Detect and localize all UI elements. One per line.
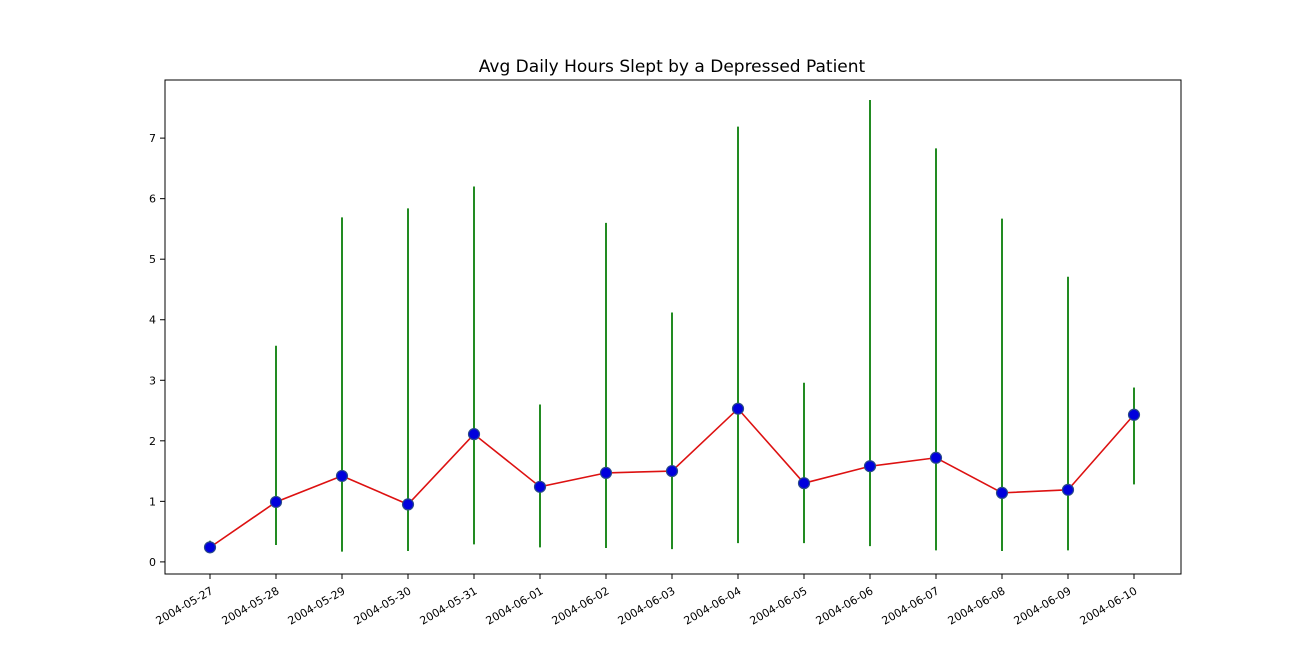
x-tick-label: 2004-06-02 xyxy=(550,584,612,627)
data-point-2004-05-30 xyxy=(401,498,415,511)
x-tick-label: 2004-05-28 xyxy=(220,584,282,627)
x-tick-label: 2004-06-05 xyxy=(748,584,810,627)
y-tick-label: 5 xyxy=(149,253,156,266)
y-tick-label: 4 xyxy=(149,314,156,327)
y-tick-label: 7 xyxy=(149,132,156,145)
data-point-2004-06-03 xyxy=(665,464,679,478)
y-tick-label: 2 xyxy=(149,435,156,448)
y-tick-label: 3 xyxy=(149,374,156,387)
data-point-2004-05-31 xyxy=(467,428,481,441)
x-tick-label: 2004-06-10 xyxy=(1078,584,1140,627)
data-point-2004-06-08 xyxy=(995,486,1009,499)
x-tick-label: 2004-06-09 xyxy=(1012,584,1074,627)
y-axis: 0 1 2 3 4 5 6 7 xyxy=(149,132,165,569)
x-tick-label: 2004-06-01 xyxy=(484,584,546,627)
x-tick-label: 2004-06-03 xyxy=(616,584,678,627)
plot-area-frame xyxy=(164,79,1182,575)
data-point-2004-05-28 xyxy=(269,495,283,509)
data-point-2004-06-04 xyxy=(731,402,745,415)
x-tick-label: 2004-06-06 xyxy=(814,584,876,627)
x-tick-label: 2004-06-08 xyxy=(946,584,1008,627)
x-tick-label: 2004-06-07 xyxy=(880,584,942,627)
x-tick-label: 2004-05-31 xyxy=(418,584,480,627)
y-tick-label: 1 xyxy=(149,495,156,508)
data-point-2004-05-27 xyxy=(203,541,217,554)
chart-title: Avg Daily Hours Slept by a Depressed Pat… xyxy=(479,57,866,77)
data-point-2004-06-09 xyxy=(1061,483,1075,496)
x-axis: 2004-05-27 2004-05-28 2004-05-29 2004-05-30… xyxy=(154,574,1140,628)
x-tick-label: 2004-06-04 xyxy=(682,584,744,627)
y-tick-label: 6 xyxy=(149,193,156,206)
data-point-2004-06-01 xyxy=(533,480,547,493)
data-point-2004-06-10 xyxy=(1127,408,1141,421)
data-point-2004-06-07 xyxy=(929,451,943,464)
x-tick-label: 2004-05-29 xyxy=(286,584,348,627)
x-tick-label: 2004-05-27 xyxy=(154,584,216,627)
data-point-2004-06-05 xyxy=(797,477,811,490)
data-point-2004-05-29 xyxy=(335,469,349,483)
errorbar-group xyxy=(209,99,1135,552)
data-point-2004-06-06 xyxy=(863,460,877,473)
data-point-group xyxy=(203,402,1141,554)
data-point-2004-06-02 xyxy=(599,466,613,479)
x-tick-label: 2004-05-30 xyxy=(352,584,414,627)
y-tick-label: 0 xyxy=(149,556,156,569)
